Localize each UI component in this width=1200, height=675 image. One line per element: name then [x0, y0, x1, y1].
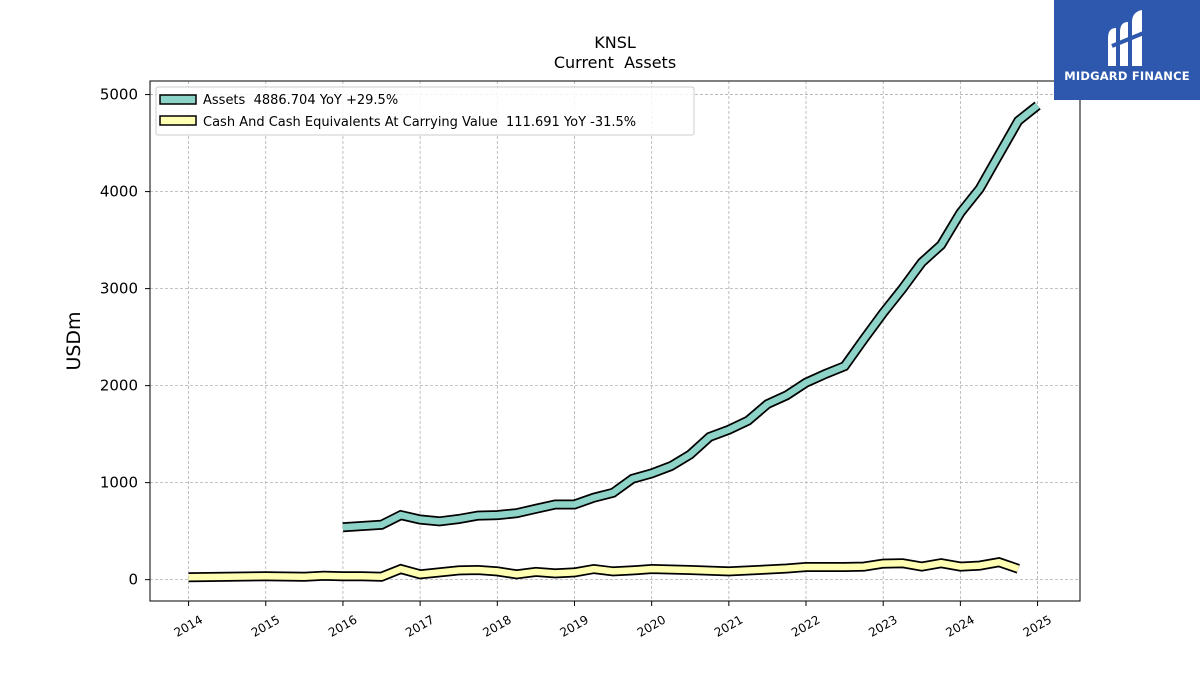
- y-tick-label: 2000: [100, 377, 138, 395]
- legend-label-cash: Cash And Cash Equivalents At Carrying Va…: [203, 115, 636, 130]
- x-tick-label: 2019: [558, 612, 591, 639]
- midgard-logo-icon: [1108, 10, 1147, 66]
- series-line-assets: [342, 102, 1040, 531]
- y-tick-label: 3000: [100, 280, 138, 298]
- x-tick-label: 2021: [712, 612, 745, 639]
- y-tick-label: 0: [128, 571, 138, 589]
- axes: 0 1000 2000 3000 4000 5000 2014 2015 2016 2017 201…: [100, 86, 1054, 640]
- legend-frame: [155, 86, 695, 136]
- chart-subtitle: Current Assets: [554, 53, 676, 72]
- series-line-cash: [188, 558, 1020, 581]
- x-tick-label: 2016: [326, 612, 359, 639]
- midgard-finance-logo: MIDGARD FINANCE: [1054, 0, 1200, 100]
- y-tick-label: 4000: [100, 183, 138, 201]
- legend-label-assets: Assets 4886.704 YoY +29.5%: [203, 93, 398, 108]
- x-tick-label: 2018: [480, 612, 513, 639]
- grid: [150, 81, 1080, 601]
- x-tick-label: 2020: [635, 612, 668, 639]
- x-tick-label: 2024: [943, 612, 976, 639]
- legend-swatch-assets: [159, 94, 197, 105]
- y-axis-label: USDm: [63, 311, 85, 370]
- chart-title: KNSL: [594, 33, 636, 52]
- x-tick-label: 2025: [1021, 612, 1054, 639]
- x-tick-label: 2015: [249, 612, 282, 639]
- plot-frame: [149, 80, 1081, 602]
- legend: Assets 4886.704 YoY +29.5% Cash And Cash…: [155, 86, 695, 136]
- logo-text: MIDGARD FINANCE: [1064, 69, 1190, 83]
- y-tick-label: 5000: [100, 86, 138, 104]
- x-tick-label: 2017: [403, 612, 436, 639]
- legend-swatch-cash: [159, 115, 197, 126]
- series-layer: [188, 101, 1041, 583]
- y-tick-label: 1000: [100, 474, 138, 492]
- x-tick-label: 2022: [789, 612, 822, 639]
- series-outline-assets: [342, 101, 1041, 533]
- x-tick-label: 2014: [172, 612, 205, 639]
- x-tick-label: 2023: [866, 612, 899, 639]
